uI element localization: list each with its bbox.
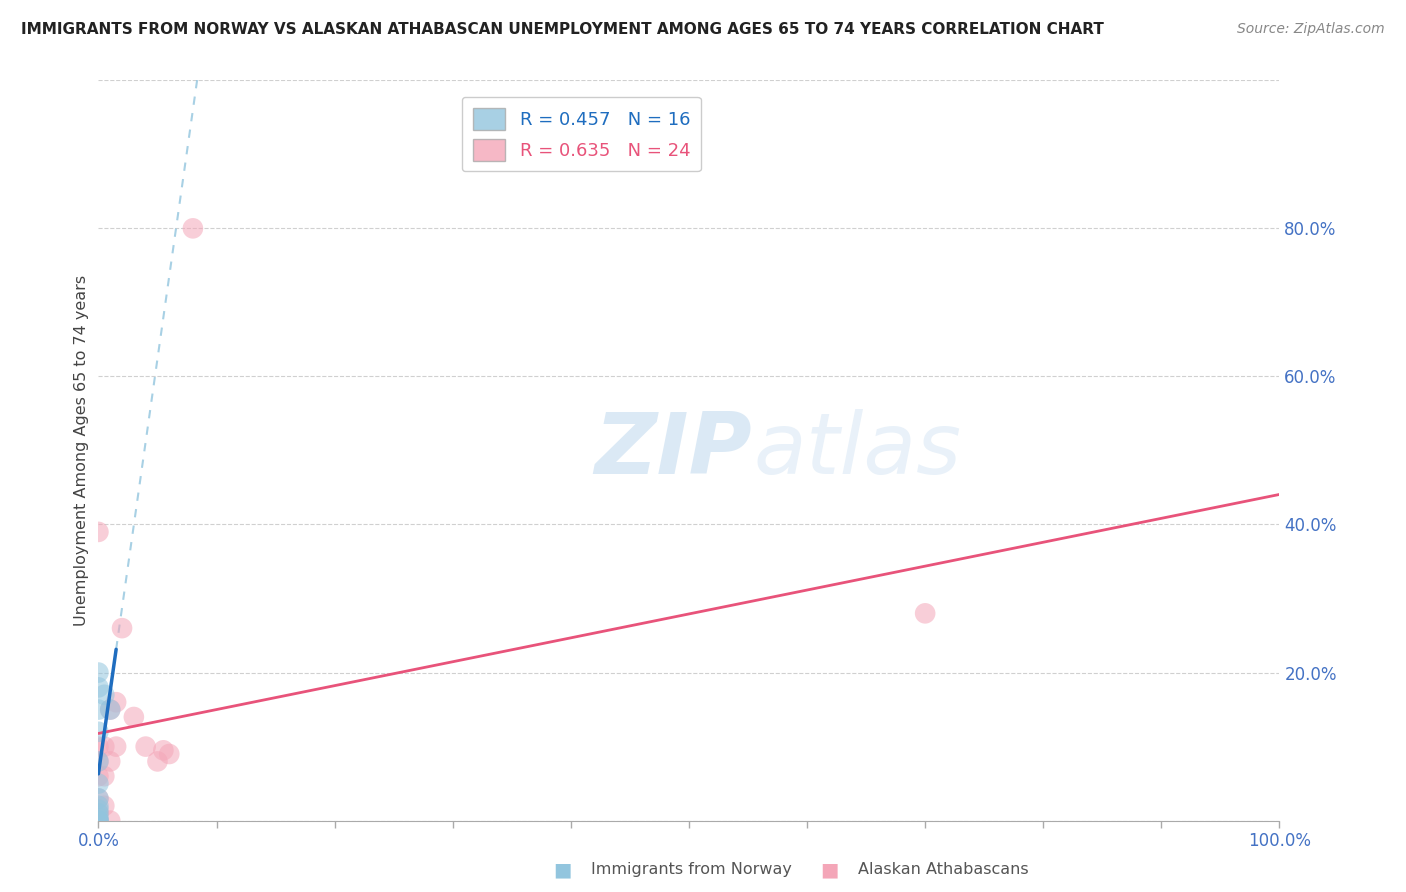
Point [87, 681, 110, 695]
Point [87, 810, 110, 824]
Point [87, 814, 110, 828]
Point [87, 806, 110, 821]
Point [87, 814, 110, 828]
Point [87, 814, 110, 828]
Point [87, 806, 110, 821]
Point [135, 739, 157, 754]
Point [181, 221, 204, 235]
Point [152, 743, 174, 757]
Point [87, 798, 110, 813]
Point [87, 724, 110, 739]
Point [93, 739, 115, 754]
Point [98, 755, 121, 769]
Point [87, 814, 110, 828]
Point [98, 814, 121, 828]
Point [98, 703, 121, 717]
Text: ZIP: ZIP [595, 409, 752, 492]
Text: IMMIGRANTS FROM NORWAY VS ALASKAN ATHABASCAN UNEMPLOYMENT AMONG AGES 65 TO 74 YE: IMMIGRANTS FROM NORWAY VS ALASKAN ATHABA… [21, 22, 1104, 37]
Point [87, 776, 110, 791]
Y-axis label: Unemployment Among Ages 65 to 74 years: Unemployment Among Ages 65 to 74 years [75, 275, 89, 626]
Point [157, 747, 180, 761]
Point [914, 607, 936, 621]
Point [98, 703, 121, 717]
Text: Alaskan Athabascans: Alaskan Athabascans [858, 863, 1028, 877]
Point [87, 755, 110, 769]
Point [87, 524, 110, 539]
Legend: R = 0.457   N = 16, R = 0.635   N = 24: R = 0.457 N = 16, R = 0.635 N = 24 [461, 96, 702, 171]
Point [111, 621, 134, 635]
Point [87, 791, 110, 805]
Text: ■: ■ [553, 860, 572, 880]
Point [87, 814, 110, 828]
Point [87, 755, 110, 769]
Point [105, 695, 128, 709]
Point [87, 665, 110, 680]
Point [87, 791, 110, 805]
Text: ■: ■ [820, 860, 839, 880]
Point [93, 688, 115, 702]
Text: Immigrants from Norway: Immigrants from Norway [591, 863, 792, 877]
Point [105, 739, 128, 754]
Point [87, 739, 110, 754]
Point [87, 803, 110, 817]
Point [87, 703, 110, 717]
Point [87, 769, 110, 783]
Point [93, 769, 115, 783]
Point [146, 755, 169, 769]
Text: atlas: atlas [754, 409, 962, 492]
Text: Source: ZipAtlas.com: Source: ZipAtlas.com [1237, 22, 1385, 37]
Point [93, 798, 115, 813]
Point [122, 710, 145, 724]
